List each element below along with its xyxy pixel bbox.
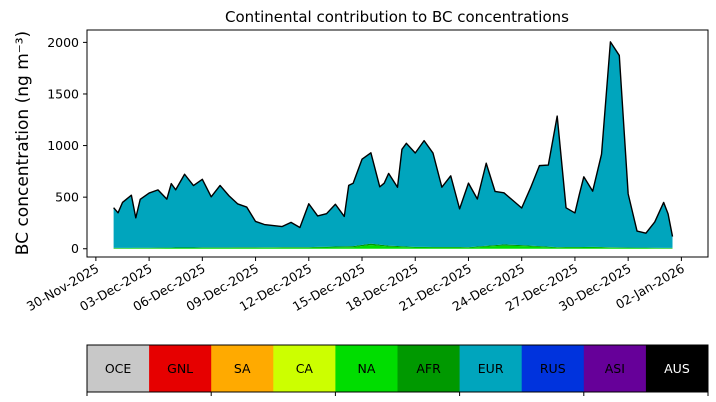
y-tick-label-2000: 2000 (47, 35, 79, 50)
total-line-layer (113, 41, 674, 237)
legend-label-afr: AFR (416, 361, 441, 376)
y-axis-label: BC concentration (ng m⁻³) (13, 31, 33, 255)
legend-label-aus: AUS (664, 361, 690, 376)
legend-label-eur: EUR (478, 361, 504, 376)
y-tick-label-500: 500 (55, 190, 79, 205)
legend-label-ca: CA (296, 361, 314, 376)
y-tick-label-1500: 1500 (47, 86, 79, 101)
legend-label-na: NA (357, 361, 375, 376)
legend-label-rus: RUS (540, 361, 566, 376)
legend-frame (86, 344, 709, 393)
area-eur (113, 41, 673, 248)
legend-swatch-na (335, 345, 398, 392)
legend-swatch-rus (521, 345, 585, 392)
stacked-areas (113, 41, 673, 249)
area-na (113, 245, 673, 249)
legend-swatch-afr (397, 345, 460, 392)
legend-swatch-oce (87, 345, 150, 392)
legend-label-asi: ASI (605, 361, 625, 376)
legend-swatch-asi (583, 345, 647, 392)
legend-swatch-ca (273, 345, 336, 392)
chart-title: Continental contribution to BC concentra… (225, 8, 569, 26)
legend-label-sa: SA (234, 361, 251, 376)
total-line (113, 41, 674, 237)
legend-label-gnl: GNL (167, 361, 193, 376)
legend-label-oce: OCE (105, 361, 132, 376)
legend-swatch-eur (459, 345, 523, 392)
legend-swatch-sa (211, 345, 274, 392)
legend: OCE GNL SA CA NA AFR EUR RUS ASI AUS (86, 344, 709, 396)
y-tick-label-0: 0 (71, 241, 79, 256)
y-axis: 0 500 1000 1500 2000 (47, 35, 87, 256)
legend-swatch-gnl (149, 345, 212, 392)
y-tick-label-1000: 1000 (47, 138, 79, 153)
area-afr (113, 243, 673, 249)
legend-swatch-aus (645, 345, 709, 392)
plot-frame (86, 29, 709, 258)
x-axis: 30-Nov-202503-Dec-202506-Dec-202509-Dec-… (24, 257, 687, 314)
